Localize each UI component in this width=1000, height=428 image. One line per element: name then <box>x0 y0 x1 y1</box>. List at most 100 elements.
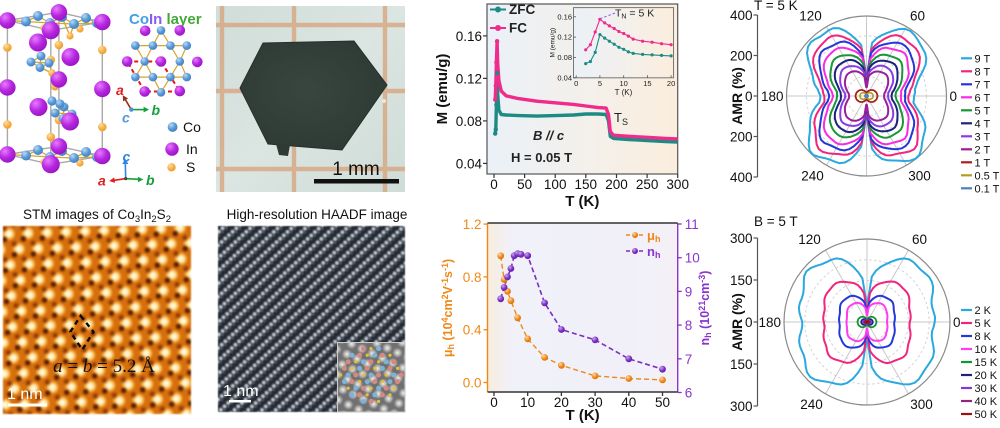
svg-text:0.04: 0.04 <box>557 73 572 82</box>
svg-text:60: 60 <box>912 232 927 247</box>
svg-text:60: 60 <box>910 9 925 24</box>
svg-text:c: c <box>122 110 130 126</box>
svg-text:1 mm: 1 mm <box>332 159 380 180</box>
svg-text:120: 120 <box>799 9 822 24</box>
svg-text:2 T: 2 T <box>975 144 991 156</box>
svg-text:0: 0 <box>490 177 498 192</box>
svg-text:0.16: 0.16 <box>456 29 482 44</box>
svg-text:50 K: 50 K <box>975 409 998 421</box>
svg-text:B = 5 T: B = 5 T <box>754 214 798 229</box>
svg-text:a = b = 5.2 Å: a = b = 5.2 Å <box>53 356 155 377</box>
svg-text:10: 10 <box>685 251 700 266</box>
svg-text:S: S <box>186 159 195 175</box>
svg-text:Co: Co <box>183 119 201 135</box>
svg-text:CoIn layer: CoIn layer <box>129 11 202 28</box>
svg-text:20: 20 <box>667 79 675 88</box>
svg-text:TN = 5 K: TN = 5 K <box>615 8 654 21</box>
svg-text:240: 240 <box>800 397 823 412</box>
svg-text:AMR (%): AMR (%) <box>729 67 745 125</box>
svg-text:0: 0 <box>745 89 753 104</box>
svg-text:H = 0.05 T: H = 0.05 T <box>511 150 572 165</box>
svg-text:7 T: 7 T <box>975 79 991 91</box>
svg-text:3 T: 3 T <box>975 131 991 143</box>
svg-text:M (emu/g): M (emu/g) <box>434 54 451 125</box>
svg-text:High-resolution HAADF image: High-resolution HAADF image <box>227 207 408 222</box>
svg-text:40: 40 <box>621 395 636 410</box>
svg-text:400: 400 <box>730 8 753 23</box>
svg-text:40 K: 40 K <box>975 396 998 408</box>
svg-text:200: 200 <box>730 49 753 64</box>
svg-text:15: 15 <box>643 79 651 88</box>
svg-text:0.12: 0.12 <box>557 33 572 42</box>
svg-text:0.0: 0.0 <box>463 376 482 391</box>
svg-text:B // c: B // c <box>533 128 565 143</box>
svg-text:1 nm: 1 nm <box>223 383 259 400</box>
svg-text:30: 30 <box>588 395 603 410</box>
svg-text:20 K: 20 K <box>975 370 998 382</box>
svg-text:M (emu/g): M (emu/g) <box>550 28 557 58</box>
svg-text:30 K: 30 K <box>975 383 998 395</box>
svg-text:5 K: 5 K <box>975 318 992 330</box>
svg-text:6: 6 <box>685 386 693 401</box>
svg-text:T (K): T (K) <box>566 407 600 424</box>
svg-text:2 K: 2 K <box>975 305 992 317</box>
svg-text:1 nm: 1 nm <box>7 386 43 403</box>
svg-text:100: 100 <box>544 177 567 192</box>
svg-text:180: 180 <box>758 315 781 330</box>
svg-text:300: 300 <box>910 397 933 412</box>
svg-text:nh (1021cm-3): nh (1021cm-3) <box>697 271 713 346</box>
svg-text:STM images of Co3In2S2: STM images of Co3In2S2 <box>23 207 171 225</box>
svg-text:T (K): T (K) <box>615 88 633 97</box>
svg-text:0.08: 0.08 <box>557 53 572 62</box>
svg-text:10: 10 <box>520 395 535 410</box>
svg-text:6 T: 6 T <box>975 92 991 104</box>
svg-text:8: 8 <box>685 318 693 333</box>
svg-text:1 T: 1 T <box>975 157 991 169</box>
svg-text:50: 50 <box>655 395 670 410</box>
svg-text:0: 0 <box>745 315 753 330</box>
svg-text:μh (104cm2V-1s-1): μh (104cm2V-1s-1) <box>440 259 456 357</box>
svg-text:0: 0 <box>574 79 578 88</box>
svg-text:0.16: 0.16 <box>557 12 572 21</box>
svg-text:250: 250 <box>636 177 659 192</box>
svg-text:200: 200 <box>730 130 753 145</box>
svg-text:50: 50 <box>517 177 532 192</box>
svg-text:0.8: 0.8 <box>463 270 482 285</box>
svg-text:300: 300 <box>908 168 931 183</box>
svg-text:5: 5 <box>598 79 602 88</box>
svg-text:9 T: 9 T <box>975 53 991 65</box>
svg-text:180: 180 <box>761 89 784 104</box>
svg-text:10 K: 10 K <box>975 344 998 356</box>
svg-text:300: 300 <box>666 177 689 192</box>
svg-text:150: 150 <box>730 357 753 372</box>
svg-text:150: 150 <box>730 273 753 288</box>
svg-text:8 T: 8 T <box>975 66 991 78</box>
svg-text:b: b <box>152 102 161 118</box>
svg-text:7: 7 <box>685 352 693 367</box>
svg-text:8 K: 8 K <box>975 331 992 343</box>
svg-text:400: 400 <box>730 170 753 185</box>
svg-text:0.04: 0.04 <box>456 156 483 171</box>
svg-text:0.1 T: 0.1 T <box>975 183 1000 195</box>
svg-text:150: 150 <box>575 177 598 192</box>
svg-text:0: 0 <box>953 315 961 330</box>
svg-text:0.5 T: 0.5 T <box>975 170 1000 182</box>
svg-text:200: 200 <box>605 177 628 192</box>
svg-text:0: 0 <box>950 89 958 104</box>
svg-text:a: a <box>98 173 106 189</box>
svg-text:120: 120 <box>798 232 821 247</box>
svg-text:0.4: 0.4 <box>463 323 482 338</box>
svg-text:5 T: 5 T <box>975 105 991 117</box>
svg-text:AMR (%): AMR (%) <box>729 293 745 351</box>
svg-text:1.2: 1.2 <box>463 217 482 232</box>
svg-text:4 T: 4 T <box>975 118 991 130</box>
svg-text:15 K: 15 K <box>975 357 998 369</box>
svg-text:0.12: 0.12 <box>456 71 482 86</box>
svg-text:240: 240 <box>801 168 824 183</box>
svg-text:0: 0 <box>490 395 498 410</box>
svg-text:T (K): T (K) <box>565 193 599 210</box>
svg-text:c: c <box>123 149 131 165</box>
svg-text:ZFC: ZFC <box>509 2 535 17</box>
svg-text:T = 5 K: T = 5 K <box>754 0 798 13</box>
svg-text:In: In <box>186 141 198 157</box>
